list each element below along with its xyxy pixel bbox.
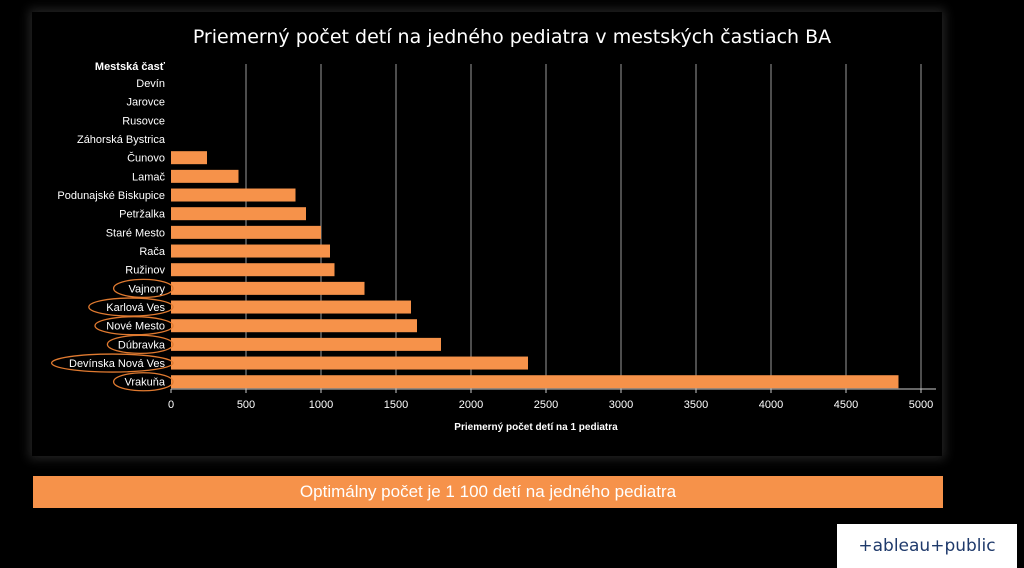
category-label: Staré Mesto: [106, 227, 165, 239]
chart-panel: Priemerný počet detí na jedného pediatra…: [32, 12, 942, 456]
x-axis-label: Priemerný počet detí na 1 pediatra: [454, 422, 618, 433]
bar: [171, 281, 365, 295]
bar: [171, 356, 528, 370]
category-label: Lamač: [132, 171, 166, 183]
chart-title: Priemerný počet detí na jedného pediatra…: [192, 26, 832, 48]
category-label: Nové Mesto: [106, 321, 165, 333]
highlight-ellipse: [112, 278, 174, 299]
highlight-ellipse: [112, 372, 174, 392]
bar: [171, 319, 417, 333]
highlight-ellipse: [94, 316, 174, 336]
category-label: Vajnory: [129, 283, 166, 295]
x-tick-label: 0: [168, 399, 174, 411]
bar: [171, 188, 296, 202]
bar: [171, 300, 411, 314]
x-tick-label: 3500: [684, 399, 708, 411]
category-label: Jarovce: [126, 97, 165, 109]
category-label: Čunovo: [127, 152, 165, 165]
tableau-public-logo-text: +ableau+public: [858, 536, 996, 556]
highlight-ellipse: [106, 334, 174, 355]
category-label: Rača: [139, 246, 166, 258]
x-tick-label: 500: [237, 399, 255, 411]
bar: [171, 207, 306, 221]
x-tick-label: 4000: [759, 399, 783, 411]
x-tick-label: 1500: [384, 399, 408, 411]
optimal-banner: Optimálny počet je 1 100 detí na jedného…: [33, 476, 943, 508]
x-tick-label: 3000: [609, 399, 633, 411]
bar: [171, 169, 239, 183]
category-label: Dúbravka: [118, 339, 166, 351]
bar-chart: Mestská časť Devín Jarovce Rusovce Záhorská …: [50, 61, 936, 433]
x-tick-label: 4500: [834, 399, 858, 411]
highlight-ellipse: [50, 353, 174, 373]
bar: [171, 151, 207, 165]
x-tick-label: 2000: [459, 399, 483, 411]
bar: [171, 263, 335, 277]
x-tick-label: 1000: [309, 399, 333, 411]
category-label: Rusovce: [122, 115, 165, 127]
x-tick-label: 5000: [909, 399, 933, 411]
category-label: Podunajské Biskupice: [57, 190, 165, 202]
category-label: Devínska Nová Ves: [69, 358, 165, 370]
category-label: Záhorská Bystrica: [77, 134, 166, 146]
tableau-public-logo[interactable]: +ableau+public: [837, 524, 1017, 568]
category-label: Devín: [136, 78, 165, 90]
highlight-ellipse: [88, 297, 174, 317]
category-label: Vrakuňa: [124, 377, 165, 389]
bar: [171, 225, 321, 239]
category-label: Petržalka: [119, 209, 166, 221]
x-tick-label: 2500: [534, 399, 558, 411]
bar: [171, 375, 899, 389]
row-header: Mestská časť: [95, 61, 166, 73]
bar: [171, 337, 441, 351]
category-label: Ružinov: [125, 265, 165, 277]
category-label: Karlová Ves: [106, 302, 165, 314]
bar: [171, 244, 330, 258]
